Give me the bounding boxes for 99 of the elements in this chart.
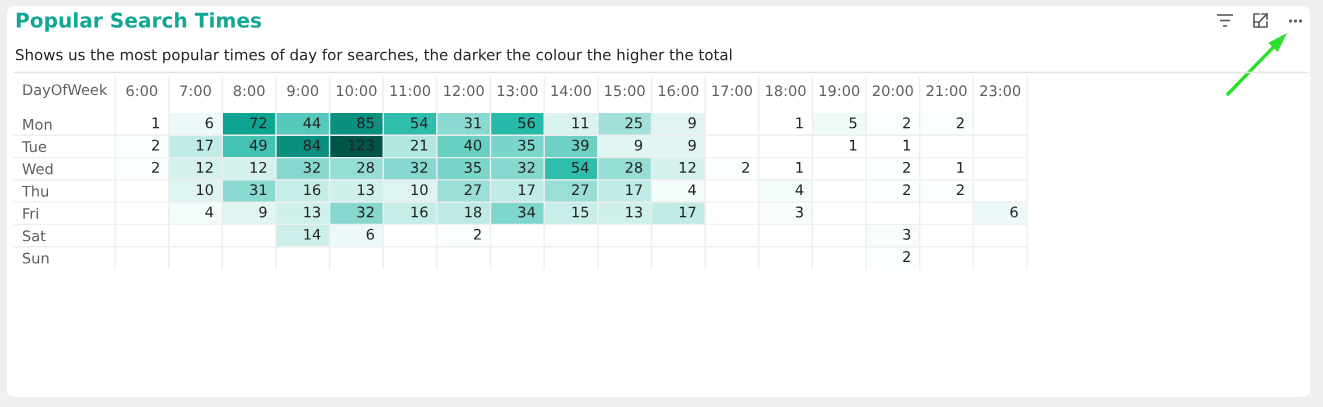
x-tick-label: 7:00 (180, 85, 211, 97)
y-tick-label: Mon (23, 119, 52, 130)
data-label: 16 (304, 184, 321, 196)
data-label: 84 (303, 139, 321, 151)
x-tick-label: 11:00 (390, 85, 431, 97)
data-label: 32 (357, 206, 374, 218)
data-label: 4 (688, 184, 696, 196)
data-label: 17 (679, 206, 696, 218)
data-label: 9 (688, 139, 696, 151)
data-label: 6 (1010, 206, 1018, 218)
data-label: 25 (625, 117, 642, 129)
data-label: 35 (518, 139, 535, 151)
data-label: 15 (572, 206, 589, 218)
data-label: 3 (795, 206, 803, 218)
data-label: 56 (518, 117, 535, 129)
data-label: 10 (197, 184, 213, 196)
data-label: 11 (572, 117, 589, 129)
x-tick-label: 15:00 (605, 85, 645, 97)
data-label: 40 (464, 139, 482, 151)
x-tick-label: 21:00 (926, 85, 967, 97)
data-label: 54 (411, 117, 428, 129)
x-tick-label: 16:00 (658, 85, 699, 97)
data-label: 2 (903, 251, 910, 262)
data-label: 2 (742, 161, 749, 173)
x-tick-label: 9:00 (287, 85, 319, 97)
data-label: 12 (250, 161, 267, 173)
data-label: 44 (303, 117, 321, 129)
chart-title: Popular Search Times (16, 12, 262, 32)
data-label: 6 (205, 117, 214, 129)
data-label: 14 (304, 228, 321, 240)
data-label: 9 (688, 117, 696, 129)
chart-subtitle: Shows us the most popular times of day for searches, the darker the colour the higher the total (15, 48, 732, 64)
data-label: 16 (411, 206, 428, 218)
data-label: 9 (259, 206, 267, 218)
x-tick-label: 18:00 (766, 85, 806, 97)
data-label: 13 (357, 184, 374, 196)
data-label: 17 (626, 184, 642, 196)
y-tick-label: Tue (21, 141, 47, 153)
x-tick-label: 17:00 (712, 85, 752, 97)
data-label: 54 (572, 162, 589, 173)
data-label: 28 (357, 161, 374, 173)
data-label: 9 (634, 139, 643, 151)
data-label: 1 (796, 117, 803, 129)
y-tick-label: Wed (22, 163, 53, 175)
y-tick-label: Thu (21, 185, 49, 197)
data-label: 32 (411, 161, 428, 173)
x-tick-label: 20:00 (872, 85, 913, 97)
data-label: 31 (250, 184, 267, 196)
data-label: 72 (250, 117, 267, 129)
data-label: 4 (795, 184, 804, 196)
y-axis-title: DayOfWeek (23, 83, 108, 99)
data-label: 35 (464, 161, 481, 173)
x-tick-label: 6:00 (126, 85, 158, 97)
data-label: 17 (518, 184, 535, 196)
data-label: 39 (572, 139, 589, 151)
data-label: 13 (304, 206, 321, 218)
data-label: 6 (366, 228, 374, 240)
y-tick-label: Fri (23, 207, 38, 219)
data-label: 2 (956, 184, 964, 196)
data-label: 2 (903, 117, 910, 129)
data-label: 34 (518, 206, 536, 218)
x-tick-label: 12:00 (444, 85, 484, 97)
data-label: 2 (152, 139, 159, 151)
data-label: 12 (197, 161, 213, 173)
data-label: 13 (626, 206, 642, 218)
data-label: 1 (850, 139, 857, 151)
data-label: 1 (903, 139, 911, 151)
data-label: 49 (249, 139, 267, 151)
data-label: 12 (679, 161, 696, 173)
y-tick-label: Sat (22, 230, 46, 242)
data-label: 2 (903, 161, 910, 173)
x-tick-label: 23:00 (980, 85, 1021, 97)
data-label: 3 (903, 228, 911, 240)
x-tick-label: 8:00 (233, 85, 265, 97)
data-label: 5 (849, 117, 857, 129)
data-label: 27 (464, 184, 481, 196)
data-label: 18 (465, 206, 482, 218)
data-label: 28 (625, 161, 643, 173)
data-label: 1 (796, 162, 803, 173)
data-label: 10 (411, 184, 428, 196)
x-tick-label: 10:00 (337, 85, 377, 97)
data-label: 17 (197, 139, 213, 151)
data-label: 2 (152, 161, 159, 173)
x-tick-label: 19:00 (819, 85, 860, 97)
data-label: 21 (411, 139, 428, 151)
data-label: 85 (357, 117, 374, 129)
data-label: 32 (518, 161, 535, 173)
data-label: 32 (303, 161, 320, 173)
data-label: 1 (957, 162, 964, 173)
data-label: 2 (956, 117, 964, 129)
x-tick-label: 13:00 (497, 85, 538, 97)
y-tick-label: Sun (22, 252, 49, 264)
data-label: 2 (473, 228, 481, 240)
data-label: 2 (903, 184, 910, 196)
data-label: 31 (464, 117, 481, 129)
data-label: 27 (572, 184, 589, 196)
x-tick-label: 14:00 (551, 85, 592, 97)
data-label: 1 (152, 117, 159, 129)
data-label: 4 (205, 206, 214, 218)
